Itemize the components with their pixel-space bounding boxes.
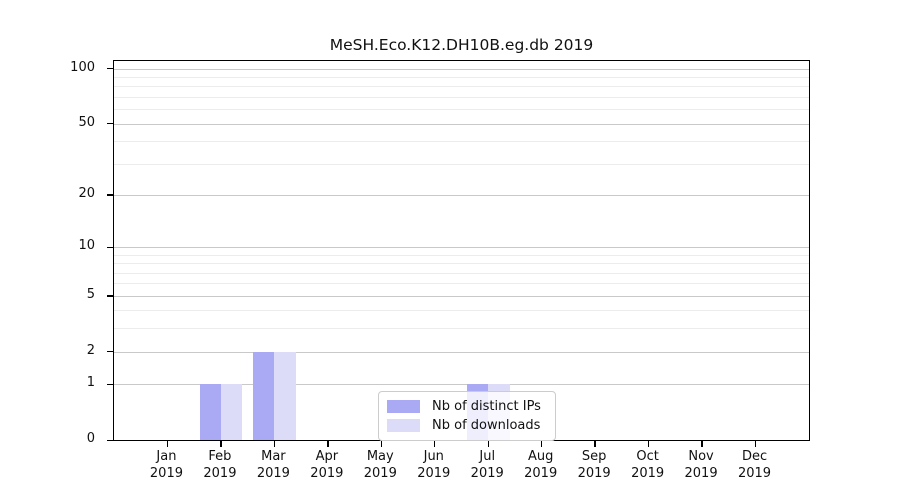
x-tick-year: 2019 <box>577 465 611 481</box>
x-tick-label: Apr 2019 <box>287 449 367 482</box>
x-tick-mark <box>594 441 596 447</box>
y-tick-mark <box>107 246 113 248</box>
minor-gridline <box>114 328 809 330</box>
major-gridline <box>114 295 809 297</box>
x-tick-year: 2019 <box>363 465 397 481</box>
legend-label-distinct-ips: Nb of distinct IPs <box>432 398 541 414</box>
legend-swatch-downloads <box>387 418 420 432</box>
x-tick-month: Aug <box>527 449 554 464</box>
minor-gridline <box>114 141 809 143</box>
x-tick-mark <box>327 441 329 447</box>
x-tick-year: 2019 <box>524 465 558 481</box>
minor-gridline <box>114 109 809 111</box>
x-tick-mark <box>434 441 436 447</box>
x-tick-label: Dec 2019 <box>715 449 795 482</box>
x-tick-mark <box>166 441 169 447</box>
legend-label-downloads: Nb of downloads <box>432 417 541 433</box>
y-axis-labels: 0 1 2 5 10 20 50 100 <box>0 59 105 446</box>
minor-gridline <box>114 283 809 285</box>
minor-gridline <box>114 254 809 256</box>
major-gridline <box>114 68 809 70</box>
x-tick-year: 2019 <box>417 465 451 481</box>
x-tick-year: 2019 <box>684 465 718 481</box>
bar-nb-of-downloads-feb <box>220 384 243 440</box>
y-tick-label: 20 <box>78 185 95 201</box>
x-tick-year: 2019 <box>203 465 237 481</box>
x-tick-label: Feb 2019 <box>180 449 260 482</box>
x-tick-year: 2019 <box>631 465 665 481</box>
x-axis-labels: Jan 2019 Feb 2019 Mar 2019 Apr 2019 May 2019 Jun 20… <box>113 449 810 489</box>
minor-gridline <box>114 76 809 78</box>
x-tick-mark <box>701 441 703 447</box>
x-tick-year: 2019 <box>149 465 183 481</box>
y-tick-mark <box>107 194 113 196</box>
y-tick-mark <box>107 68 113 70</box>
major-gridline <box>114 384 809 386</box>
x-tick-month: Apr <box>315 449 339 464</box>
x-tick-label: Jun 2019 <box>394 449 474 482</box>
minor-gridline <box>114 86 809 88</box>
y-tick-label: 5 <box>86 286 95 302</box>
legend: Nb of distinct IPs Nb of downloads <box>378 391 556 441</box>
y-tick-label: 0 <box>86 431 95 446</box>
y-tick-mark <box>107 439 113 441</box>
major-gridline <box>114 351 809 353</box>
minor-gridline <box>114 163 809 165</box>
major-gridline <box>114 123 809 125</box>
y-tick-mark <box>107 351 113 353</box>
x-tick-label: May 2019 <box>340 449 420 482</box>
y-tick-label: 2 <box>86 342 95 358</box>
legend-swatch-distinct-ips <box>387 399 420 413</box>
major-gridline <box>114 247 809 249</box>
y-tick-label: 10 <box>78 238 95 254</box>
x-tick-label: Sep 2019 <box>554 449 634 482</box>
legend-row-downloads: Nb of downloads <box>387 416 545 434</box>
x-tick-year: 2019 <box>737 465 772 481</box>
major-gridline <box>114 194 809 196</box>
x-tick-mark <box>220 441 222 447</box>
x-tick-month: Sep <box>581 449 607 464</box>
x-tick-label: Jul 2019 <box>447 449 527 482</box>
y-tick-mark <box>107 295 113 297</box>
y-tick-label: 1 <box>86 375 95 391</box>
x-tick-mark <box>273 441 276 447</box>
bar-nb-of-distinct-ips-feb <box>199 384 221 440</box>
y-tick-label: 100 <box>70 59 95 75</box>
x-tick-year: 2019 <box>310 465 344 481</box>
x-tick-month: Jan <box>156 449 177 464</box>
x-tick-month: Feb <box>208 449 232 464</box>
x-tick-mark <box>647 441 650 447</box>
x-tick-month: Jul <box>479 449 496 464</box>
minor-gridline <box>114 263 809 265</box>
x-tick-mark <box>754 441 757 447</box>
x-tick-year: 2019 <box>256 465 290 481</box>
x-tick-mark <box>380 441 382 447</box>
minor-gridline <box>114 96 809 98</box>
y-tick-mark <box>107 123 113 125</box>
x-tick-month: Jun <box>423 449 444 464</box>
x-tick-label: Oct 2019 <box>608 449 688 482</box>
x-tick-month: Nov <box>688 449 714 464</box>
x-tick-month: Mar <box>261 449 286 464</box>
x-tick-label: Nov 2019 <box>661 449 741 482</box>
x-tick-label: Jan 2019 <box>126 449 206 482</box>
x-tick-month: Dec <box>741 449 768 464</box>
y-tick-label: 50 <box>78 114 95 130</box>
x-tick-mark <box>487 441 489 447</box>
bar-nb-of-distinct-ips-mar <box>253 351 275 440</box>
x-tick-mark <box>540 441 543 447</box>
x-tick-month: May <box>366 449 394 464</box>
chart-title: MeSH.Eco.K12.DH10B.eg.db 2019 <box>329 36 594 54</box>
y-tick-mark <box>107 383 113 386</box>
legend-row-distinct-ips: Nb of distinct IPs <box>387 397 545 415</box>
minor-gridline <box>114 310 809 312</box>
minor-gridline <box>114 272 809 274</box>
x-tick-label: Mar 2019 <box>233 449 313 482</box>
x-tick-label: Aug 2019 <box>501 449 581 482</box>
plot-area: Nb of distinct IPs Nb of downloads <box>107 60 810 447</box>
x-tick-month: Oct <box>636 449 659 464</box>
bar-nb-of-downloads-mar <box>274 351 296 440</box>
x-tick-year: 2019 <box>470 465 504 481</box>
